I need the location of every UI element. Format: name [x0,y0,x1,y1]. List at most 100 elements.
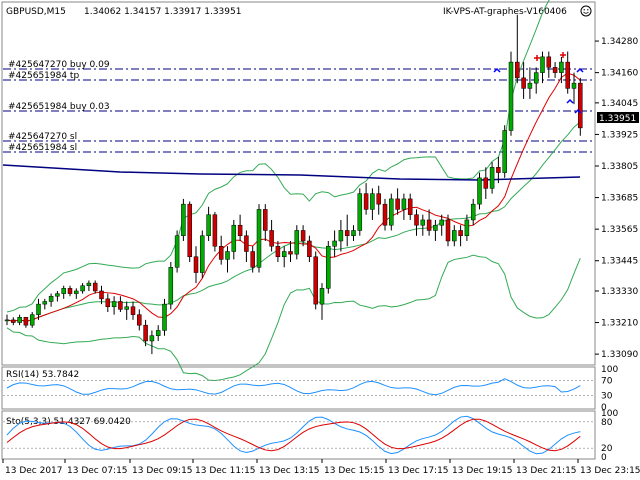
candle [29,312,35,328]
time-tick-label: 13 Dec 07:15 [67,466,128,476]
ohlc-values: 1.34062 1.34157 1.33917 1.33951 [84,7,241,17]
candle [357,188,363,236]
price-tick-label: 1.33565 [601,225,638,235]
candle [294,225,300,260]
price-axis[interactable]: 1.34280 1.34160 1.34045 1.33925 1.33805 1.336… [595,37,638,360]
candle [382,198,388,231]
candle [389,193,394,231]
candle [269,219,274,252]
candle [36,298,41,320]
candle [105,293,111,313]
rsi-tick-label: 30 [601,392,613,402]
candle [527,67,533,99]
candle [111,296,117,315]
order-line-label: #425647270 sl [8,132,77,142]
candle [445,214,451,247]
current-price-text: 1.33951 [599,114,636,124]
candle [395,188,400,215]
candle [307,235,312,263]
time-axis[interactable]: 13 Dec 2017 13 Dec 07:15 13 Dec 09:15 13 De… [2,459,640,476]
candle [124,301,129,320]
candle [118,296,123,313]
candle [61,285,66,299]
candle [48,293,54,307]
rsi-pane[interactable] [1,366,596,410]
candle [187,201,192,263]
candle [458,225,463,247]
current-price-label: 1.33951 [597,112,639,124]
main-pane[interactable] [1,1,596,366]
candle [565,51,570,94]
candle [17,314,22,326]
candle [288,240,293,263]
candle [130,301,136,320]
candle [351,225,356,241]
candle [11,317,16,326]
trade-close-icon [560,52,566,58]
candle [559,56,564,84]
time-tick-label: 13 Dec 2017 [5,466,63,476]
stoch-tick-label: 80 [601,418,613,428]
symbol-timeframe: GBPUSD,M15 [6,7,66,17]
order-line-label: #425651984 sl [8,143,77,153]
candle [433,219,438,241]
trade-close-icon [534,55,540,61]
candles[interactable] [4,14,583,355]
candle [326,240,331,294]
candle [363,183,369,215]
bollinger-upper [6,0,550,313]
candle [552,62,558,78]
trade-arrows [493,52,584,114]
candle [55,290,60,302]
trade-arrow-icon [493,67,501,73]
candle [250,246,255,273]
price-tick-label: 1.33685 [601,194,638,204]
candle [319,283,325,320]
time-tick-label: 13 Dec 13:15 [259,466,320,476]
time-tick-label: 13 Dec 23:15 [580,466,640,476]
stoch-pane[interactable] [1,410,596,460]
candle [502,125,507,178]
candle [244,230,249,263]
candle [546,51,552,78]
candle [452,225,457,247]
smiley-face-icon [580,5,592,17]
candle [338,219,344,252]
candle [477,172,482,210]
price-tick-label: 1.34280 [601,37,638,47]
candle [332,230,337,257]
candle [181,198,186,241]
candle [67,285,73,297]
candle [571,72,577,105]
rsi-tick-label: 100 [601,365,618,375]
candle [80,283,85,294]
price-tick-label: 1.33210 [601,319,638,329]
candle [155,325,161,341]
rsi-lines [6,378,581,396]
candle [149,330,155,355]
candle [23,317,29,328]
stoch-main-line [6,415,581,455]
price-tick-label: 1.33090 [601,350,638,360]
rsi-tick-label: 70 [601,376,613,386]
order-line-label: #425651984 tp [8,71,79,81]
candle [200,230,205,278]
time-tick-label: 13 Dec 11:15 [195,466,256,476]
price-tick-label: 1.33330 [601,287,638,297]
candle [74,288,79,299]
time-tick-label: 13 Dec 15:15 [324,466,385,476]
trade-arrow-icon [574,108,582,114]
candle [414,209,419,236]
candle [344,214,350,247]
candle [143,319,148,347]
candle [521,62,526,99]
candle [137,309,142,331]
candle [193,246,199,284]
candle [401,193,407,220]
stoch-tick-label: 100 [601,409,618,419]
candle [92,280,98,294]
order-line-label: #425651984 buy 0.03 [8,102,110,112]
candle [533,67,539,94]
